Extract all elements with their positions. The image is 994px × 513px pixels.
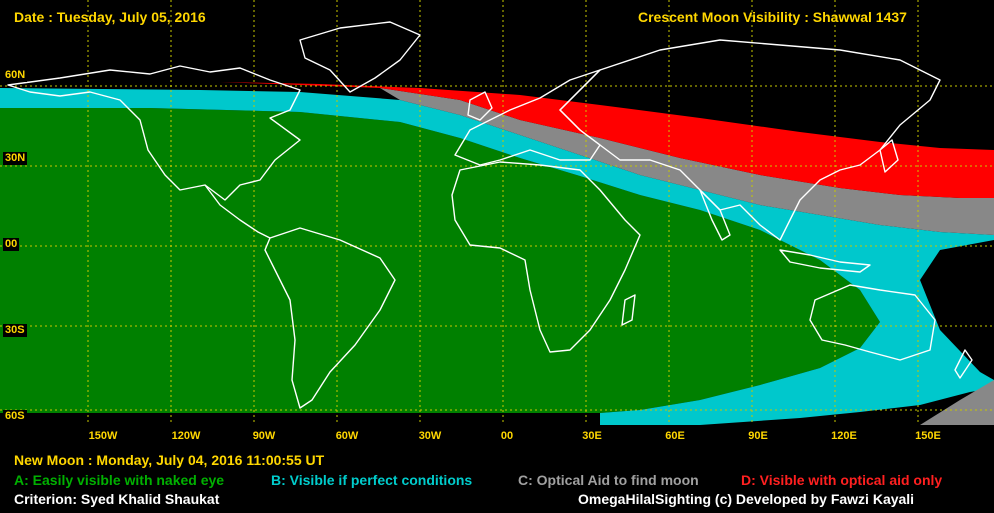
- legend-c: C: Optical Aid to find moon: [518, 472, 699, 488]
- credits-label: OmegaHilalSighting (c) Developed by Fawz…: [578, 491, 915, 507]
- lon-label-60e: 60E: [665, 430, 685, 442]
- india-coast: [699, 189, 731, 241]
- lat-label-30s: 30S: [3, 324, 27, 337]
- indonesia-coast: [779, 249, 871, 273]
- north-america-coast: [7, 65, 301, 201]
- lat-label-60n: 60N: [3, 69, 28, 82]
- greenland-coast: [299, 21, 421, 93]
- lon-label-120w: 120W: [171, 430, 201, 442]
- legend-d: D: Visible with optical aid only: [741, 472, 943, 488]
- lon-label-00: 00: [500, 430, 514, 442]
- south-america-coast: [264, 227, 396, 409]
- lat-label-30n: 30N: [3, 152, 28, 165]
- central-america-coast: [204, 184, 271, 239]
- zone-b-region: [0, 88, 994, 425]
- lon-label-90e: 90E: [748, 430, 768, 442]
- new-zealand-coast: [954, 349, 973, 379]
- zone-d-region: [220, 82, 994, 198]
- lat-label-60s: 60S: [3, 410, 27, 423]
- legend-b: B: Visible if perfect conditions: [271, 472, 473, 488]
- zone-a-region: [0, 108, 880, 413]
- lon-label-60w: 60W: [335, 430, 359, 442]
- lon-label-150e: 150E: [915, 430, 941, 442]
- map-title: Crescent Moon Visibility : Shawwal 1437: [638, 9, 907, 25]
- lon-label-30w: 30W: [418, 430, 442, 442]
- lat-label-00: 00: [3, 238, 20, 251]
- asia-coast: [559, 39, 941, 241]
- lon-label-90w: 90W: [252, 430, 276, 442]
- lon-label-120e: 120E: [831, 430, 857, 442]
- lon-label-30e: 30E: [582, 430, 602, 442]
- legend-a: A: Easily visible with naked eye: [14, 472, 225, 488]
- new-moon-info: New Moon : Monday, July 04, 2016 11:00:5…: [14, 452, 325, 468]
- zone-c-region: [380, 88, 994, 425]
- criterion-label: Criterion: Syed Khalid Shaukat: [14, 491, 220, 507]
- africa-coast: [451, 161, 641, 353]
- uk-coast: [467, 91, 493, 121]
- coastlines: [7, 21, 973, 409]
- australia-coast: [809, 284, 936, 361]
- madagascar-coast: [621, 294, 636, 326]
- date-label: Date : Tuesday, July 05, 2016: [14, 9, 206, 25]
- graticule: [0, 0, 994, 425]
- japan-coast: [879, 139, 899, 173]
- lon-label-150w: 150W: [88, 430, 118, 442]
